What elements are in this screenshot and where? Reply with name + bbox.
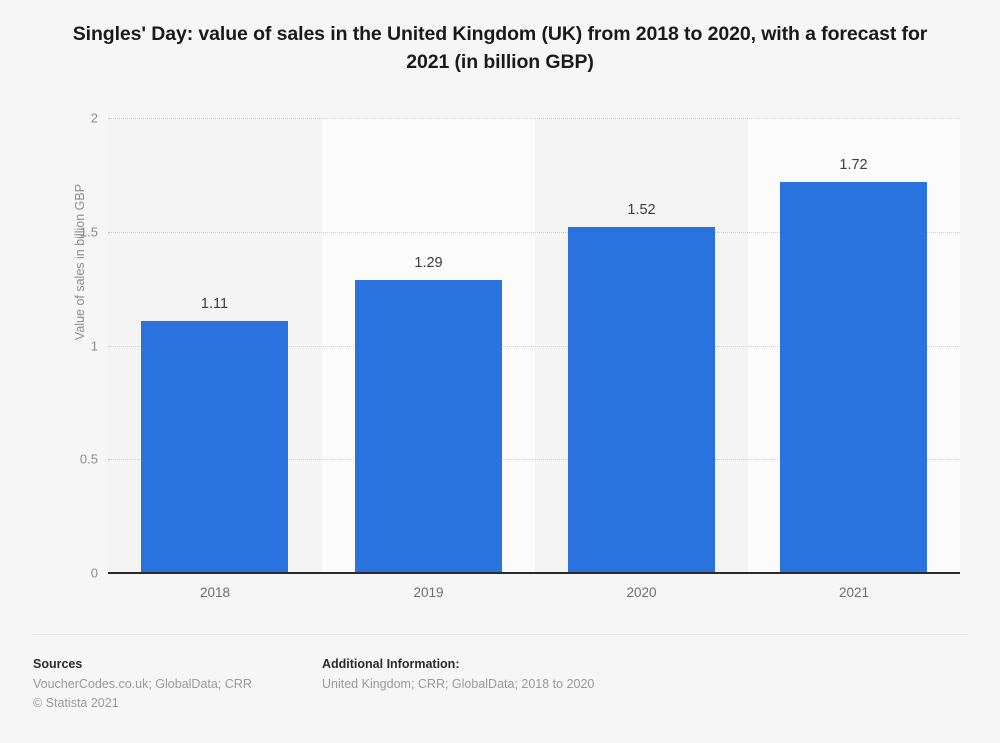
bar-2019[interactable] <box>355 279 502 573</box>
bar-2020[interactable] <box>568 227 715 573</box>
gridline-0p5 <box>108 459 960 461</box>
y-tick-0: 0 <box>90 565 98 581</box>
bar-value-label-2020: 1.52 <box>627 202 656 218</box>
y-axis: 2 1.5 1 0.5 0 Value of sales in billion … <box>28 0 98 743</box>
y-axis-title: Value of sales in billion GBP <box>73 183 87 341</box>
x-tick-2019: 2019 <box>413 585 444 600</box>
additional-information-heading: Additional Information: <box>322 657 460 671</box>
y-tick-2: 2 <box>90 110 98 126</box>
additional-information-details: United Kingdom; CRR; GlobalData; 2018 to… <box>322 677 595 691</box>
x-tick-2018: 2018 <box>199 585 231 600</box>
sources-block: Sources VoucherCodes.co.uk; GlobalData; … <box>33 657 252 713</box>
x-tick-2021: 2021 <box>838 585 870 600</box>
gridline-1 <box>108 345 960 347</box>
bar-value-label-2019: 1.29 <box>414 255 443 271</box>
y-tick-0p5: 0.5 <box>79 451 98 467</box>
y-tick-1: 1 <box>90 338 98 353</box>
sources-heading: Sources <box>33 657 83 671</box>
gridline-1p5 <box>108 231 960 233</box>
sources-list: VoucherCodes.co.uk; GlobalData; CRR <box>33 677 252 691</box>
additional-information-block: Additional Information: United Kingdom; … <box>322 657 594 694</box>
page-title: Singles' Day: value of sales in the Unit… <box>72 23 928 74</box>
plot-area: 1.11 1.29 1.52 1.72 <box>108 118 960 573</box>
footer-divider <box>32 634 968 635</box>
gridline-2 <box>108 118 960 119</box>
copyright: © Statista 2021 <box>33 695 119 710</box>
bar-value-label-2021: 1.72 <box>839 157 868 173</box>
bar-value-label-2018: 1.11 <box>200 296 229 312</box>
bar-2021[interactable] <box>780 181 927 573</box>
bar-2018[interactable] <box>141 320 288 573</box>
x-tick-2020: 2020 <box>626 585 657 600</box>
x-axis-line <box>108 572 960 574</box>
y-tick-1p5: 1.5 <box>79 224 98 240</box>
